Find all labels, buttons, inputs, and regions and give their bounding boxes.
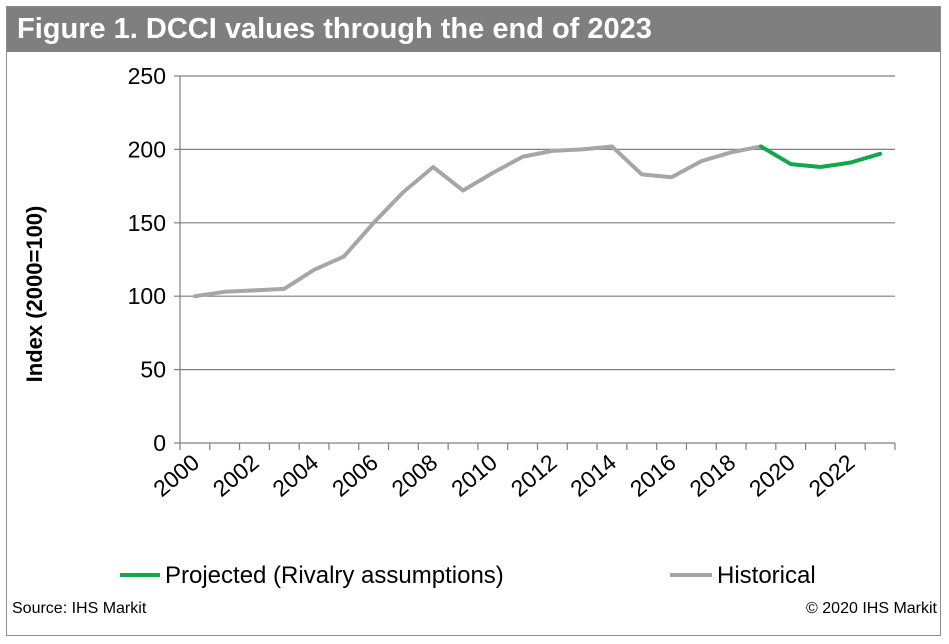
gridlines [180, 75, 895, 371]
x-tick-label: 2014 [565, 449, 621, 502]
x-tick-label: 2002 [208, 449, 264, 502]
y-axis-label: Index (2000=100) [22, 206, 47, 383]
y-tick-label: 200 [128, 136, 166, 162]
source-note: Source: IHS Markit [12, 600, 147, 617]
legend-label-projected: Projected (Rivalry assumptions) [165, 562, 504, 589]
x-tick-label: 2018 [684, 449, 740, 502]
y-tick-label: 150 [128, 210, 166, 236]
figure-title: Figure 1. DCCI values through the end of… [7, 7, 940, 52]
series-lines [192, 144, 883, 299]
x-tick-label: 2016 [625, 449, 681, 502]
x-tick-label: 2020 [744, 449, 800, 502]
y-tick-label: 50 [140, 357, 166, 383]
legend-label-historical: Historical [717, 562, 816, 589]
x-tick-label: 2006 [327, 449, 383, 502]
x-tick-label: 2010 [446, 449, 502, 502]
series-line-projected [758, 144, 883, 170]
y-tick-label: 100 [128, 283, 166, 309]
x-tick-label: 2004 [267, 449, 323, 502]
figure-frame: Figure 1. DCCI values through the end of… [6, 6, 941, 636]
y-tick-label: 250 [128, 63, 166, 89]
y-tick-label: 0 [153, 430, 166, 456]
x-tick-label: 2012 [506, 449, 562, 502]
x-tick-label: 2022 [804, 449, 860, 502]
legend: Projected (Rivalry assumptions) Historic… [120, 562, 816, 589]
x-tick-label: 2000 [148, 449, 204, 502]
x-tick-label: 2008 [387, 449, 443, 502]
series-line-historical [192, 144, 763, 299]
copyright-note: © 2020 IHS Markit [806, 600, 937, 617]
